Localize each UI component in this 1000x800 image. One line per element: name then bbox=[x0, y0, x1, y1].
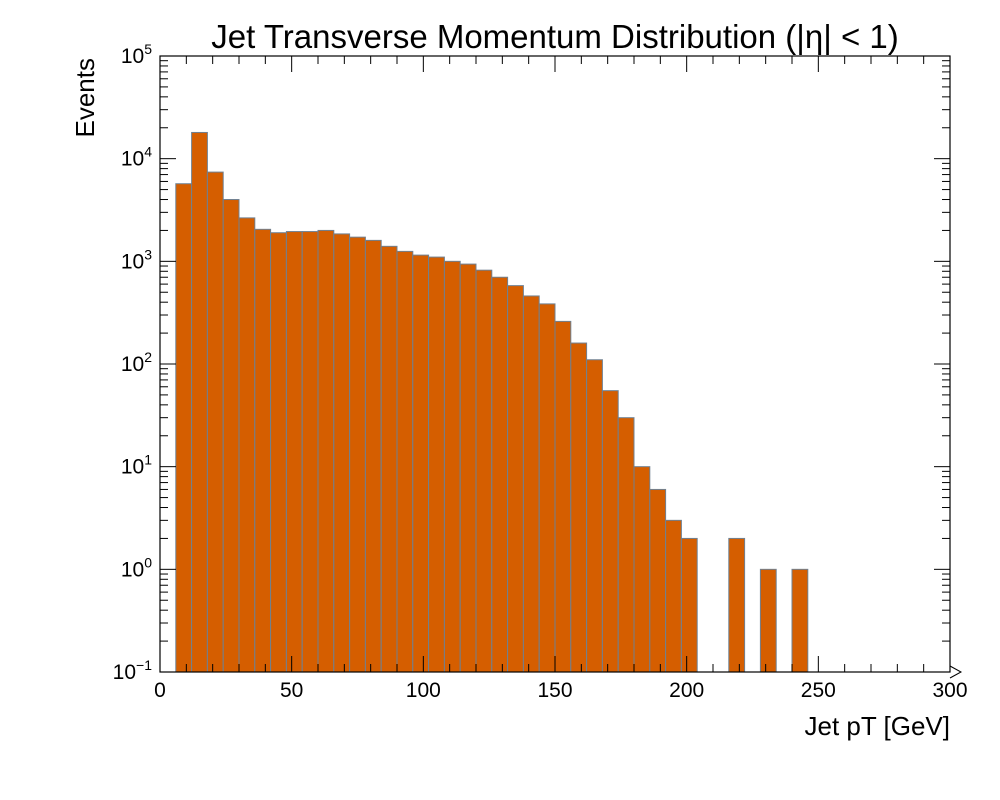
histogram-bar bbox=[333, 233, 351, 673]
y-tick-label: 102 bbox=[121, 349, 152, 376]
chart-title: Jet Transverse Momentum Distribution (|η… bbox=[211, 18, 898, 55]
y-tick-labels: 10−1 100 101 102 103 104 105 bbox=[113, 41, 153, 684]
histogram-bar bbox=[507, 285, 524, 673]
histogram-bar bbox=[728, 537, 746, 673]
histogram-bar bbox=[759, 568, 777, 673]
histogram-bar bbox=[270, 232, 287, 673]
histogram-bar bbox=[680, 537, 698, 673]
x-tick-label: 100 bbox=[406, 679, 441, 702]
histogram-bar bbox=[570, 342, 588, 673]
histogram-bar bbox=[349, 236, 366, 673]
histogram-bar bbox=[649, 488, 667, 673]
histogram-bar bbox=[443, 260, 461, 673]
x-axis-arrow-icon bbox=[949, 665, 963, 679]
y-tick-label: 103 bbox=[121, 246, 152, 273]
histogram-bar bbox=[554, 320, 572, 673]
histogram-bar bbox=[459, 263, 477, 673]
x-tick-label: 300 bbox=[932, 679, 967, 702]
histogram-bar bbox=[191, 131, 208, 673]
histogram-bar bbox=[538, 303, 556, 673]
histogram-bar bbox=[617, 417, 635, 673]
histogram-bar bbox=[522, 295, 540, 673]
histogram-bar bbox=[586, 359, 603, 673]
histogram-bar bbox=[396, 250, 414, 673]
histogram-bar bbox=[380, 245, 398, 673]
y-tick-label: 105 bbox=[121, 41, 152, 68]
plot-frame bbox=[159, 55, 951, 673]
histogram-bar bbox=[491, 276, 509, 673]
histogram-bars bbox=[175, 131, 809, 673]
x-tick-label: 150 bbox=[537, 679, 572, 702]
x-axis-label: Jet pT [GeV] bbox=[805, 711, 950, 741]
y-tick-label: 104 bbox=[121, 144, 152, 171]
histogram-bar bbox=[206, 171, 224, 673]
histogram-bar bbox=[475, 269, 493, 673]
histogram-bar bbox=[317, 229, 335, 673]
histogram-bar bbox=[364, 239, 382, 673]
histogram-bar bbox=[791, 568, 809, 673]
histogram-bar bbox=[665, 519, 682, 673]
histogram-bar bbox=[285, 231, 303, 673]
histogram-bar bbox=[601, 390, 619, 673]
histogram-bar bbox=[238, 217, 256, 673]
y-axis-label: Events bbox=[70, 58, 100, 138]
histogram-bar bbox=[222, 199, 240, 673]
histogram-bar bbox=[301, 231, 319, 673]
histogram-bar bbox=[412, 254, 430, 673]
y-tick-label: 100 bbox=[121, 554, 152, 581]
histogram-bar bbox=[175, 183, 193, 673]
y-tick-label: 10−1 bbox=[113, 657, 153, 684]
x-tick-label: 200 bbox=[669, 679, 704, 702]
x-tick-label: 250 bbox=[801, 679, 836, 702]
histogram-bar bbox=[428, 256, 445, 673]
x-tick-label: 0 bbox=[154, 679, 166, 702]
histogram-bar bbox=[254, 228, 272, 673]
x-tick-label: 50 bbox=[280, 679, 303, 702]
y-tick-label: 101 bbox=[121, 452, 152, 479]
x-tick-labels: 0 50 100 150 200 250 300 bbox=[154, 679, 967, 702]
histogram-bar bbox=[633, 466, 651, 673]
